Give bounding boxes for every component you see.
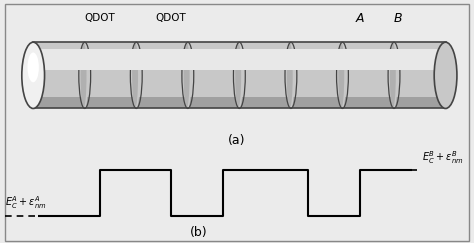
Ellipse shape <box>287 42 294 108</box>
Ellipse shape <box>133 42 140 108</box>
Ellipse shape <box>81 42 86 108</box>
Text: $E_C^A+\varepsilon_{nm}^A$: $E_C^A+\varepsilon_{nm}^A$ <box>5 194 46 211</box>
Text: $E_C^B+\varepsilon_{nm}^B$: $E_C^B+\varepsilon_{nm}^B$ <box>422 149 464 166</box>
Ellipse shape <box>339 42 346 108</box>
Text: A: A <box>356 12 365 25</box>
Ellipse shape <box>81 42 88 108</box>
Ellipse shape <box>27 52 39 82</box>
Text: B: B <box>394 12 402 25</box>
Ellipse shape <box>434 42 457 108</box>
Ellipse shape <box>183 42 190 108</box>
Text: (b): (b) <box>190 226 208 239</box>
Bar <box>45 49 446 70</box>
Text: (a): (a) <box>228 134 246 147</box>
Ellipse shape <box>287 42 292 108</box>
Ellipse shape <box>22 42 45 108</box>
Ellipse shape <box>132 42 138 108</box>
Ellipse shape <box>338 42 344 108</box>
Ellipse shape <box>236 42 243 108</box>
Text: QDOT: QDOT <box>155 13 186 23</box>
Ellipse shape <box>235 42 241 108</box>
Bar <box>33 49 446 70</box>
Ellipse shape <box>184 42 191 108</box>
Ellipse shape <box>391 42 398 108</box>
Ellipse shape <box>390 42 396 108</box>
Text: QDOT: QDOT <box>84 13 115 23</box>
Bar <box>33 96 446 108</box>
Bar <box>33 42 446 108</box>
